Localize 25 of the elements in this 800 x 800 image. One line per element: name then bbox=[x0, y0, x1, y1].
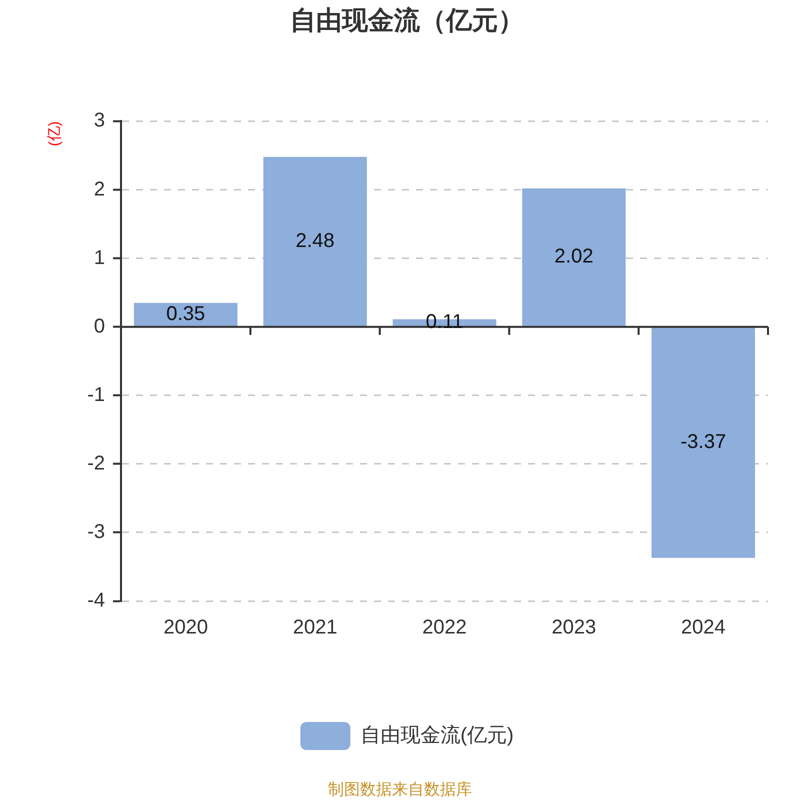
y-tick-label: -1 bbox=[87, 384, 105, 406]
data-label: 2.02 bbox=[554, 246, 594, 268]
bar bbox=[652, 328, 756, 558]
y-tick-label: -4 bbox=[87, 590, 105, 612]
data-label: -3.37 bbox=[680, 431, 726, 454]
bar bbox=[522, 188, 626, 326]
y-tick-label: 0 bbox=[94, 315, 105, 338]
x-tick-label: 2021 bbox=[292, 616, 338, 639]
y-tick-label: 2 bbox=[94, 178, 105, 200]
y-tick-label: -3 bbox=[87, 520, 105, 543]
y-tick-label: 1 bbox=[94, 246, 105, 269]
bar bbox=[134, 302, 238, 326]
x-tick-label: 2020 bbox=[163, 616, 208, 639]
bar bbox=[263, 156, 367, 326]
legend-label: 自由现金流(亿元) bbox=[360, 724, 514, 747]
y-axis-title: (亿) bbox=[46, 121, 64, 146]
chart-title: 自由现金流（亿元） bbox=[290, 4, 524, 35]
data-label: 0.35 bbox=[166, 302, 206, 325]
x-tick-label: 2024 bbox=[681, 616, 726, 639]
y-tick-label: 3 bbox=[94, 110, 105, 132]
text: 制图数据来自数据库 bbox=[328, 780, 472, 798]
x-tick-label: 2022 bbox=[422, 616, 467, 639]
data-label: 2.48 bbox=[296, 230, 335, 252]
x-tick-label: 2023 bbox=[552, 616, 596, 639]
y-tick-label: -2 bbox=[87, 452, 105, 474]
